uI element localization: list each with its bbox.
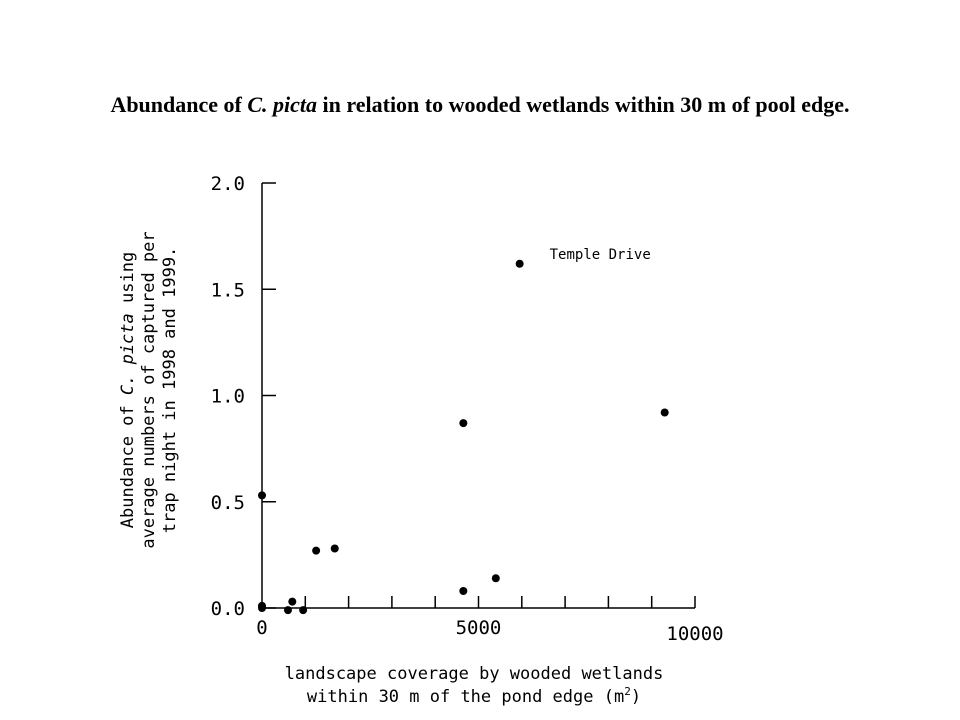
y-axis-label-line1-pre: Abundance of <box>118 395 138 528</box>
title-post: in relation to wooded wetlands within 30… <box>317 92 850 117</box>
data-point <box>258 491 266 500</box>
y-axis-label-line1-post: using <box>118 252 138 313</box>
annotation-label: Temple Drive <box>550 247 651 263</box>
title-species: C. picta <box>247 92 318 117</box>
y-axis-label-line2: average numbers of captured per <box>139 231 159 548</box>
y-tick-label: 2.0 <box>211 173 245 195</box>
annotations: Temple Drive <box>550 247 651 263</box>
y-axis-label-species: C. picta <box>118 313 138 395</box>
x-tick-label: 0 <box>256 617 267 639</box>
x-axis-label-line2: within 30 m of the pond edge (m2) <box>307 685 641 707</box>
y-tick-label: 1.5 <box>211 279 245 301</box>
data-point <box>491 574 500 583</box>
data-point <box>459 587 468 595</box>
data-point <box>288 597 297 606</box>
x-tick-label: 5000 <box>456 617 502 639</box>
y-axis: 0.0 0.5 1.0 1.5 2.0 <box>211 173 276 620</box>
x-axis-label-line2-main: within 30 m of the pond edge (m <box>307 687 624 707</box>
x-axis: 0 5000 10000 <box>256 596 724 645</box>
title-pre: Abundance of <box>110 92 248 117</box>
x-axis-label-superscript: 2 <box>624 685 631 698</box>
y-tick-label: 0.0 <box>211 598 245 620</box>
data-point <box>660 408 669 417</box>
y-axis-label-line3: trap night in 1998 and 1999. <box>160 247 180 534</box>
x-axis-label-line1: landscape coverage by wooded wetlands <box>285 664 664 684</box>
x-axis-label-line2-end: ) <box>631 687 641 707</box>
data-point <box>515 259 524 268</box>
y-axis-label: Abundance of C. picta using average numb… <box>118 231 180 548</box>
data-point <box>312 546 321 555</box>
y-ticks: 0.0 0.5 1.0 1.5 2.0 <box>211 173 276 620</box>
data-point <box>459 419 468 428</box>
data-points <box>258 259 669 615</box>
y-tick-label: 1.0 <box>211 386 245 408</box>
data-point <box>258 601 266 610</box>
data-point <box>299 606 308 615</box>
data-point <box>283 606 292 615</box>
x-ticks: 0 5000 10000 <box>256 596 724 645</box>
chart-title: Abundance of C. picta in relation to woo… <box>40 88 920 121</box>
y-axis-label-line1: Abundance of C. picta using <box>118 252 138 528</box>
x-tick-label: 10000 <box>666 623 723 645</box>
y-tick-label: 0.5 <box>211 492 245 514</box>
data-point <box>330 544 339 553</box>
